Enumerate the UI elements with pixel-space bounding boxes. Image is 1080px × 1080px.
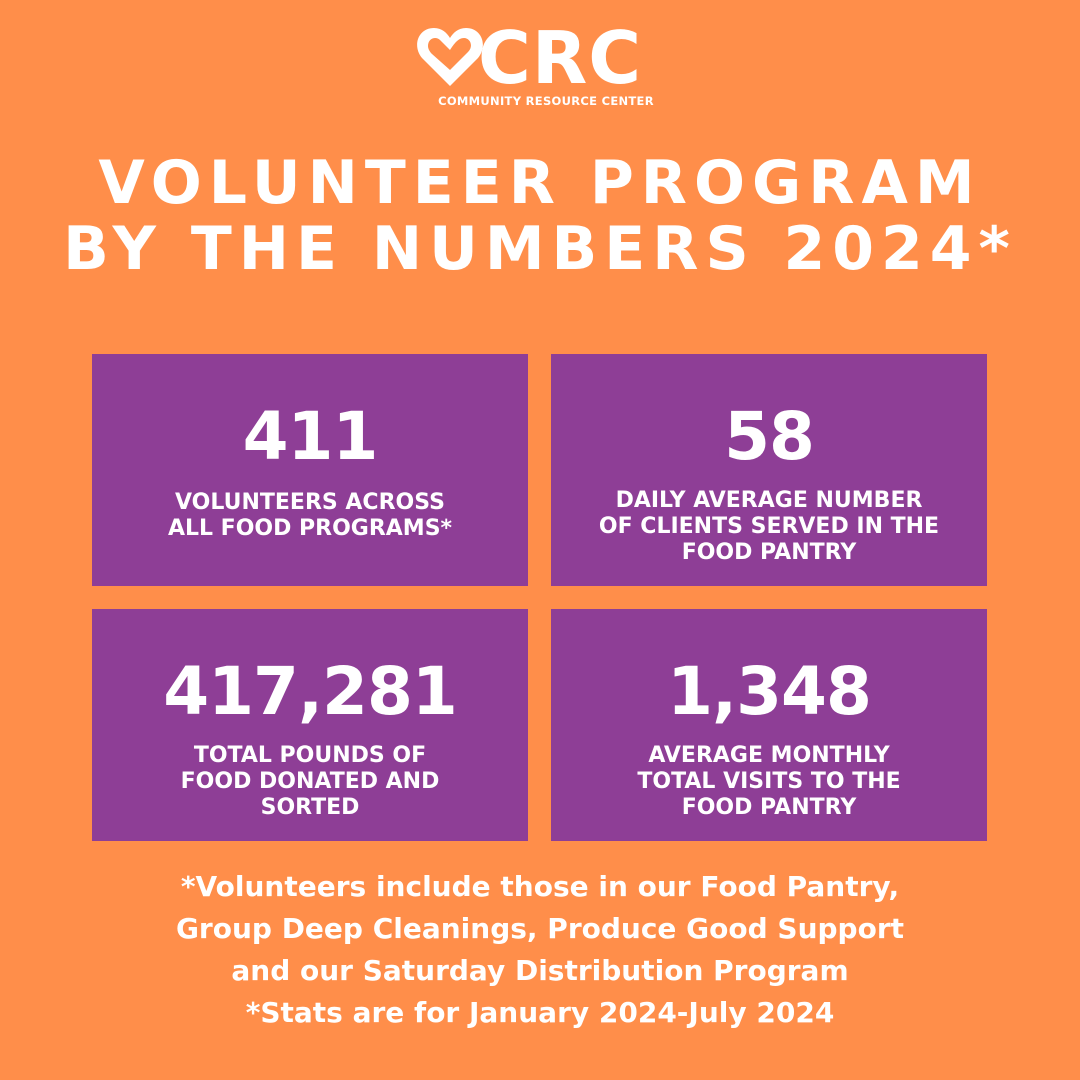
logo-tagline: COMMUNITY RESOURCE CENTER bbox=[438, 94, 654, 108]
footnote-line: *Volunteers include those in our Food Pa… bbox=[180, 870, 900, 903]
footnote-line: Group Deep Cleanings, Produce Good Suppo… bbox=[175, 912, 905, 945]
stat-label: TOTAL POUNDS OF FOOD DONATED AND SORTED bbox=[92, 743, 528, 821]
stat-label-line: TOTAL VISITS TO THE bbox=[637, 769, 901, 794]
stat-label-line: DAILY AVERAGE NUMBER bbox=[615, 488, 923, 513]
stat-label-line: SORTED bbox=[260, 795, 360, 820]
footnotes: *Volunteers include those in our Food Pa… bbox=[0, 866, 1080, 1034]
title-line: VOLUNTEER PROGRAM bbox=[98, 148, 982, 218]
stat-label-line: VOLUNTEERS ACROSS bbox=[175, 490, 445, 515]
logo-heart bbox=[417, 28, 483, 86]
stat-label-line: FOOD DONATED AND bbox=[180, 769, 440, 794]
stat-label: DAILY AVERAGE NUMBER OF CLIENTS SERVED IN… bbox=[551, 488, 987, 566]
stat-label-line: AVERAGE MONTHLY bbox=[648, 743, 890, 768]
stat-card: 411 VOLUNTEERS ACROSS ALL FOOD PROGRAMS* bbox=[92, 354, 528, 586]
stat-card: 58 DAILY AVERAGE NUMBER OF CLIENTS SERVED … bbox=[551, 354, 987, 586]
stat-card: 1,348 AVERAGE MONTHLY TOTAL VISITS TO THE F… bbox=[551, 609, 987, 841]
stat-label-line: FOOD PANTRY bbox=[681, 540, 857, 565]
stat-label-line: OF CLIENTS SERVED IN THE bbox=[598, 514, 940, 539]
stat-label-line: FOOD PANTRY bbox=[681, 795, 857, 820]
footnote-line: *Stats are for January 2024-July 2024 bbox=[245, 996, 835, 1029]
logo-text: CRC bbox=[478, 16, 643, 100]
stat-value: 411 bbox=[242, 398, 379, 475]
stat-value: 1,348 bbox=[667, 653, 872, 730]
stat-card: 417,281 TOTAL POUNDS OF FOOD DONATED AND SO… bbox=[92, 609, 528, 841]
stat-label-line: TOTAL POUNDS OF bbox=[193, 743, 427, 768]
footnote-line: and our Saturday Distribution Program bbox=[231, 954, 849, 987]
stat-label: AVERAGE MONTHLY TOTAL VISITS TO THE FOOD P… bbox=[551, 743, 987, 821]
title-line: BY THE NUMBERS 2024* bbox=[63, 214, 1017, 284]
title: VOLUNTEER PROGRAM BY THE NUMBERS 2024* bbox=[0, 150, 1080, 282]
stat-value: 58 bbox=[724, 398, 815, 475]
stat-value: 417,281 bbox=[163, 653, 458, 730]
stat-label: VOLUNTEERS ACROSS ALL FOOD PROGRAMS* bbox=[92, 490, 528, 542]
stat-label-line: ALL FOOD PROGRAMS* bbox=[167, 516, 453, 541]
